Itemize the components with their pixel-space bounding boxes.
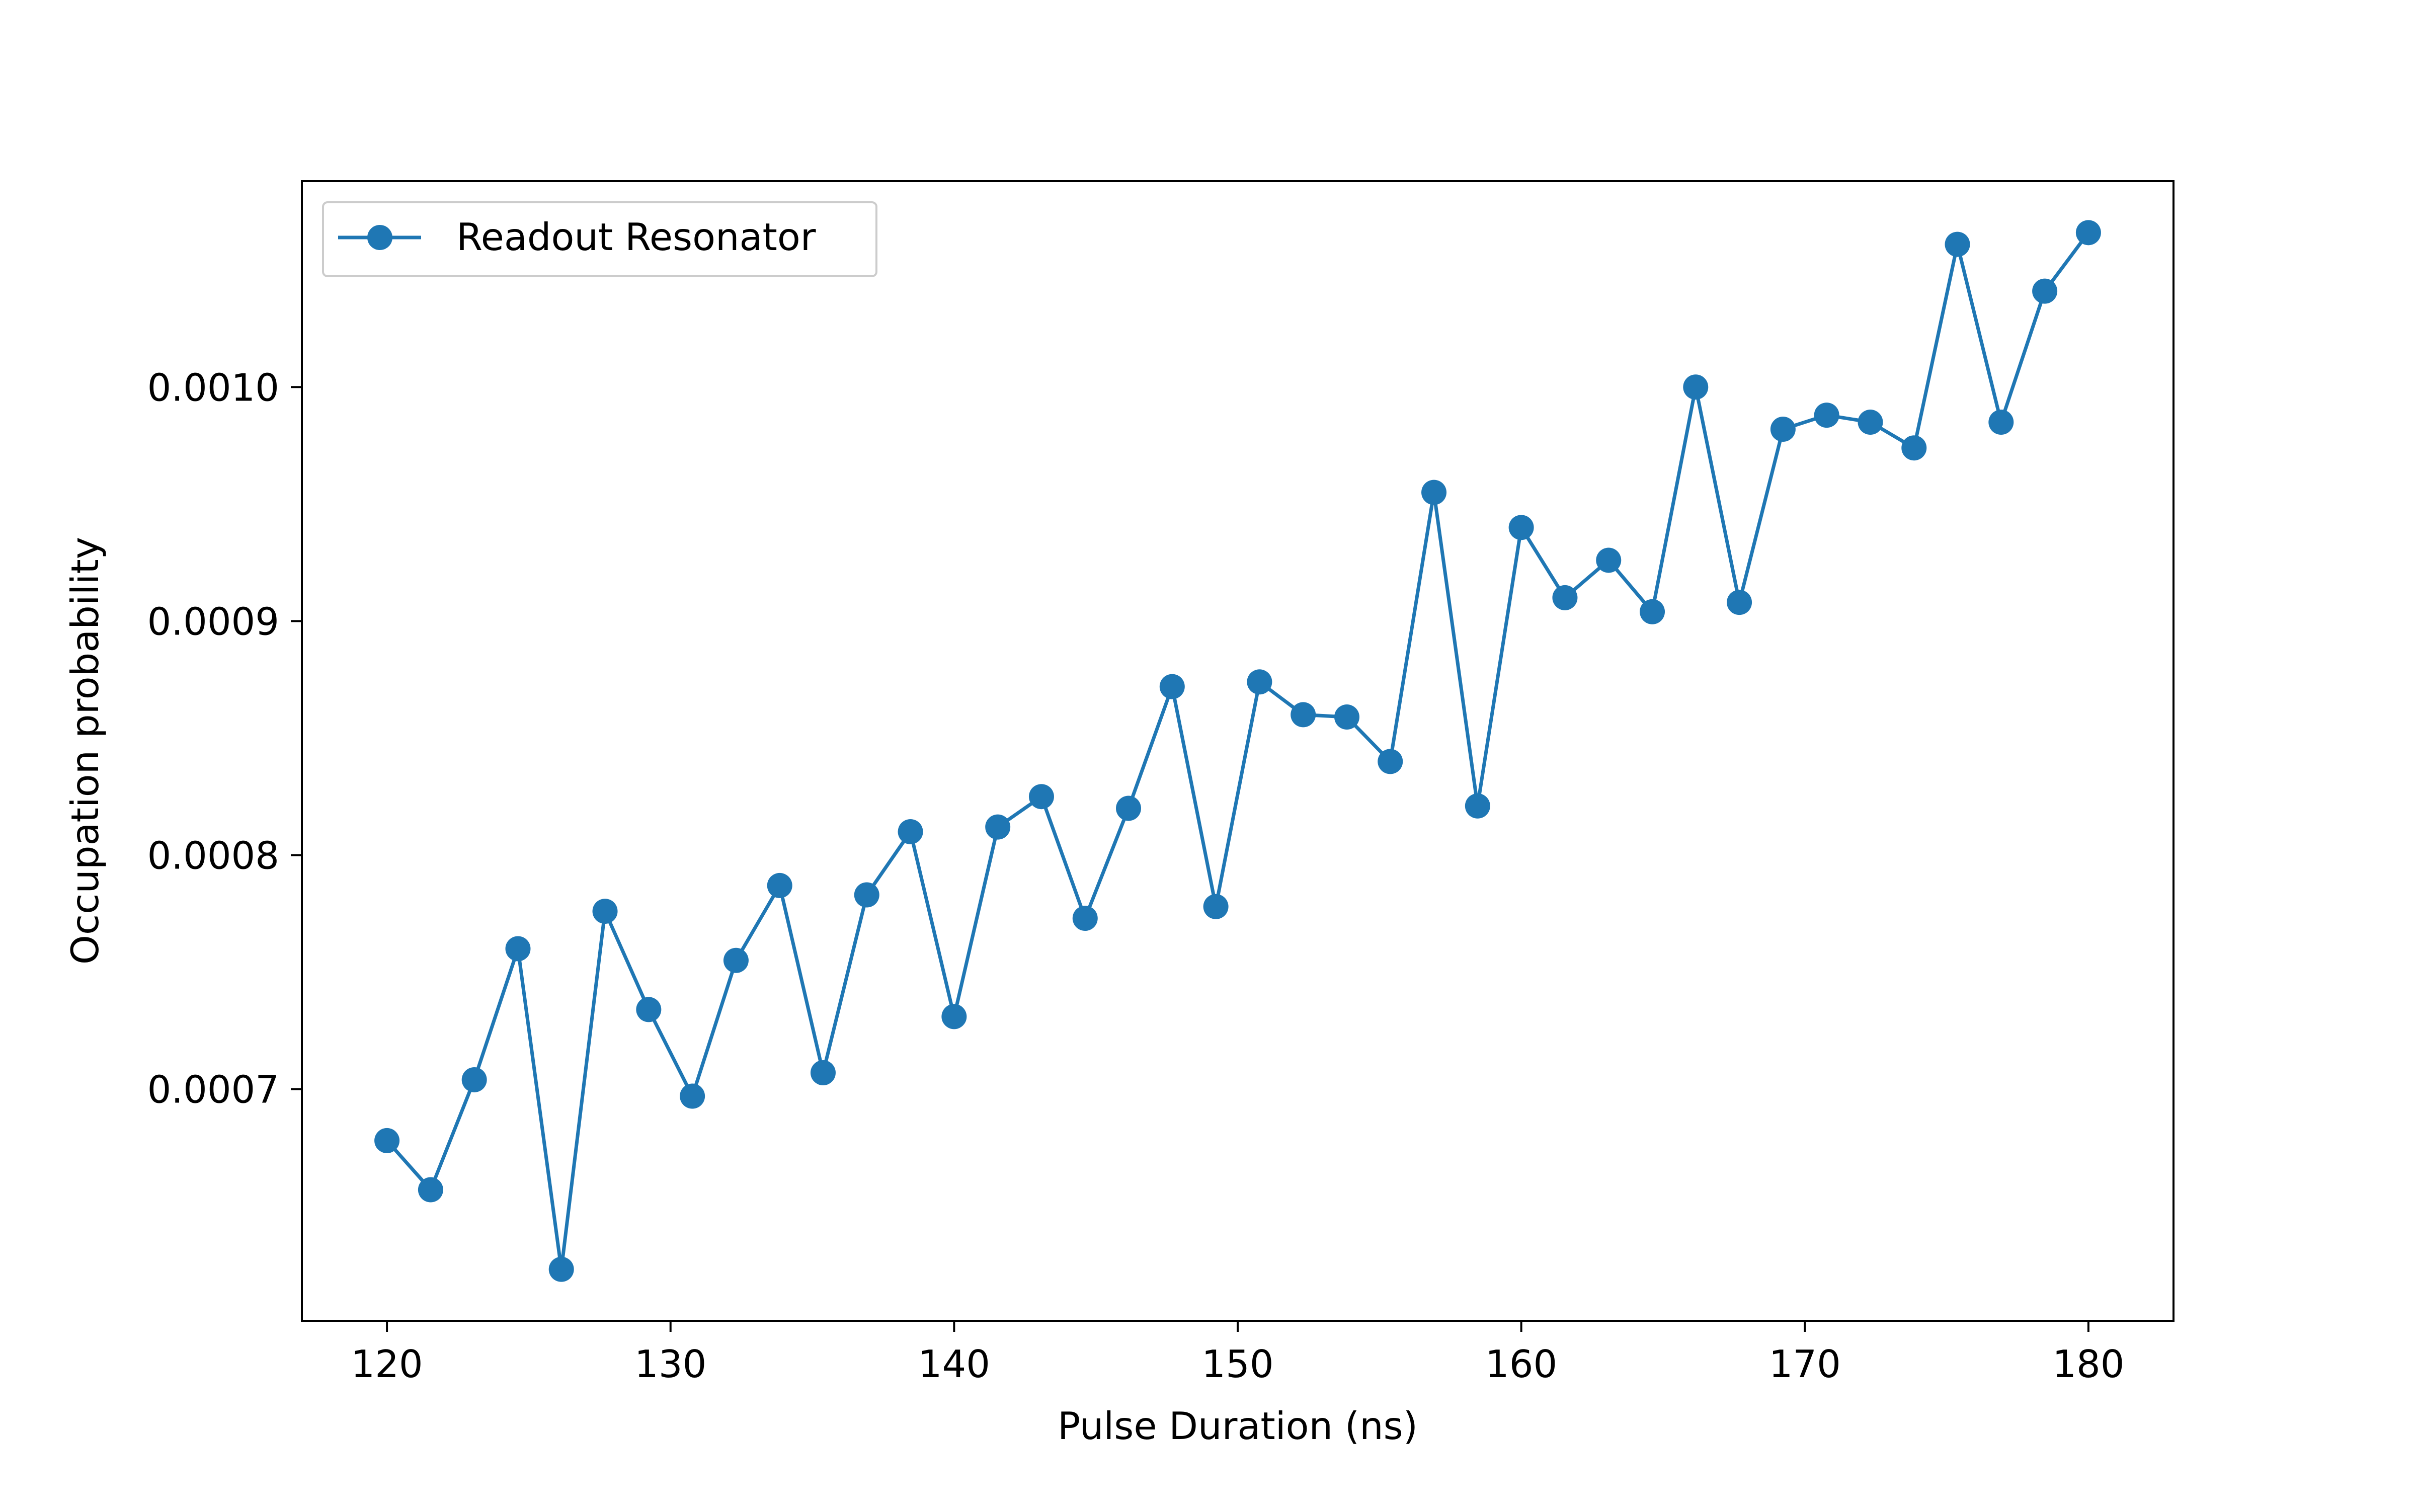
data-point	[418, 1177, 443, 1203]
data-point	[1334, 704, 1359, 730]
x-tick-label: 170	[1769, 1342, 1841, 1386]
data-point	[1945, 231, 1970, 257]
data-point	[1159, 674, 1185, 699]
y-axis-label: Occupation probability	[63, 537, 107, 965]
data-point	[1508, 515, 1534, 540]
legend-marker-swatch	[367, 225, 392, 250]
y-tick-label: 0.0007	[147, 1068, 279, 1112]
data-point	[1465, 793, 1490, 819]
data-point	[767, 872, 792, 898]
data-point	[810, 1060, 836, 1086]
data-point	[1683, 374, 1709, 400]
data-point	[1291, 702, 1316, 728]
data-point	[505, 936, 531, 962]
data-point	[854, 882, 879, 908]
data-point	[1203, 894, 1229, 919]
x-tick-label: 130	[634, 1342, 706, 1386]
data-point	[461, 1067, 487, 1092]
data-point	[1814, 403, 1839, 428]
data-point	[1770, 416, 1796, 442]
y-tick-label: 0.0009	[147, 599, 279, 644]
data-point	[1901, 435, 1927, 461]
data-point	[1247, 669, 1272, 695]
legend-entry-label: Readout Resonator	[456, 215, 816, 259]
y-tick-label: 0.0010	[147, 365, 279, 410]
data-point	[1378, 749, 1403, 774]
data-point	[1421, 480, 1447, 505]
x-tick-label: 140	[918, 1342, 990, 1386]
data-point	[680, 1083, 705, 1109]
data-point	[1072, 906, 1098, 931]
x-tick-label: 180	[2052, 1342, 2124, 1386]
data-point	[1858, 410, 1883, 435]
data-point	[1596, 547, 1622, 573]
x-tick-label: 160	[1485, 1342, 1557, 1386]
data-point	[1552, 585, 1578, 610]
data-point	[941, 1004, 967, 1029]
data-point	[1988, 410, 2014, 435]
data-point	[1116, 795, 1141, 821]
y-tick-label: 0.0008	[147, 833, 279, 878]
x-axis-ticks: 120 130 140 150 160 170 180	[351, 1321, 2124, 1386]
legend-box	[322, 201, 877, 277]
data-point	[374, 1128, 400, 1153]
x-tick-label: 120	[351, 1342, 423, 1386]
x-axis-label: Pulse Duration (ns)	[1058, 1404, 1418, 1448]
series-layer	[374, 220, 2101, 1282]
data-point	[1640, 599, 1665, 624]
data-point	[548, 1256, 574, 1282]
data-point	[1727, 590, 1752, 615]
data-point	[723, 947, 749, 973]
data-point	[592, 899, 618, 924]
y-axis-ticks: 0.0007 0.0008 0.0009 0.0010	[147, 365, 302, 1112]
data-point	[2075, 220, 2101, 246]
data-point	[1028, 784, 1054, 810]
series-line	[385, 231, 2090, 1271]
x-tick-label: 150	[1201, 1342, 1273, 1386]
plot-area-frame	[301, 180, 2175, 1322]
data-point	[985, 814, 1011, 840]
legend: Readout Resonator	[322, 201, 877, 277]
data-point	[2032, 278, 2058, 304]
data-point	[636, 997, 662, 1022]
data-point	[898, 819, 923, 844]
